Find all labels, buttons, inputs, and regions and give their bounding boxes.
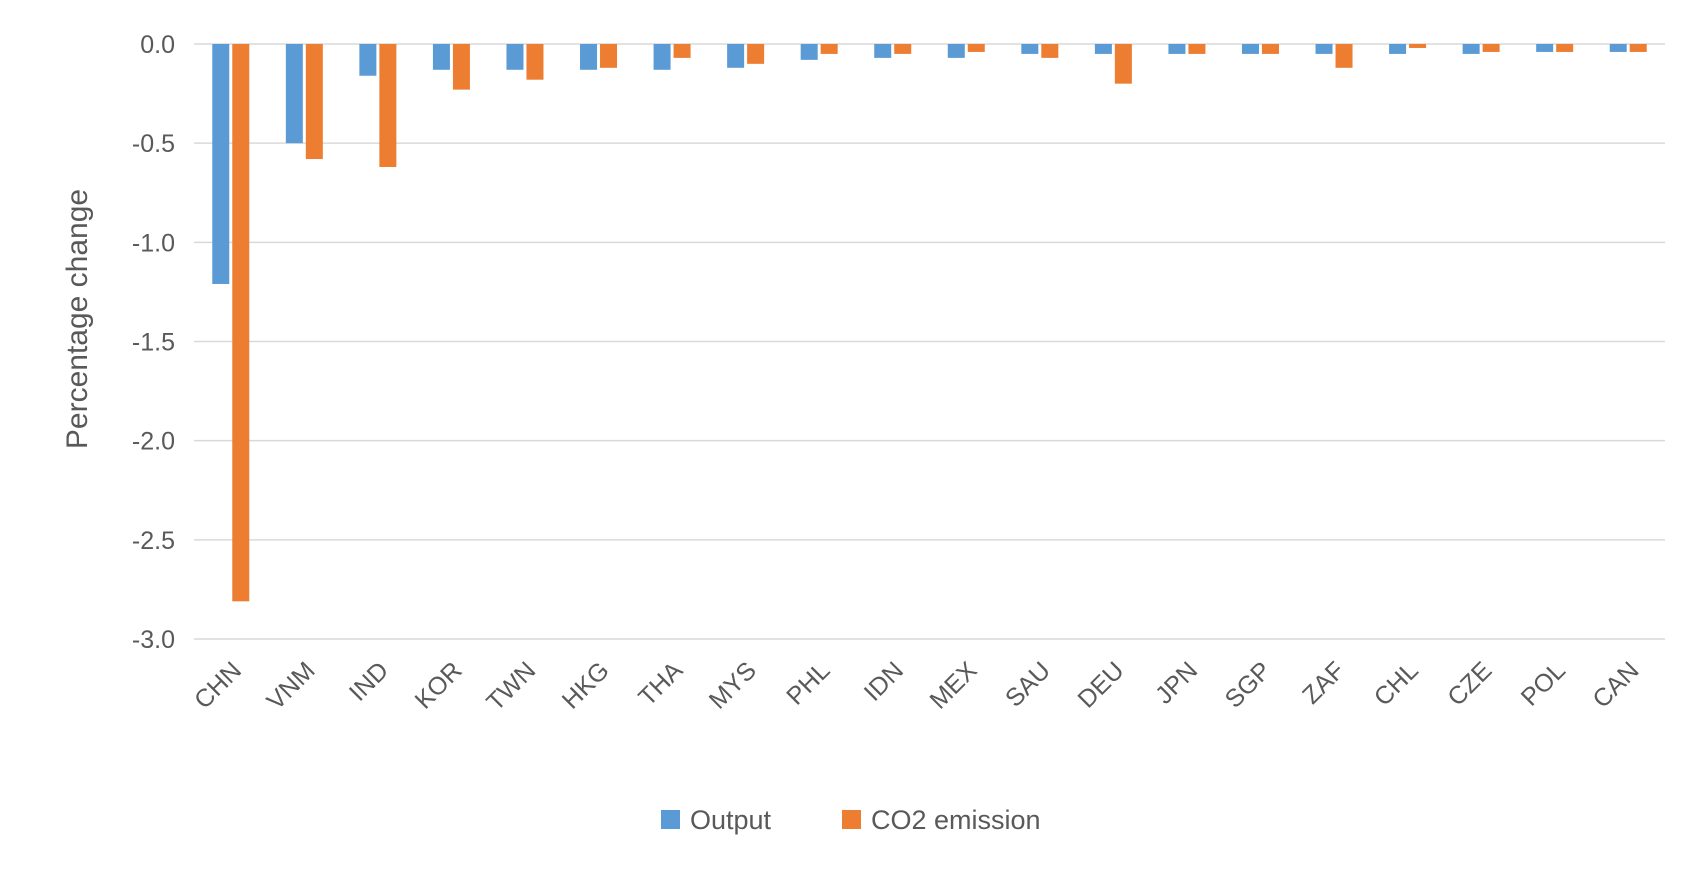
- x-tick-label-sgp: SGP: [1220, 656, 1277, 713]
- bar-co2-sgp: [1261, 44, 1279, 54]
- x-tick-labels: CHN VNM IND KOR TWN HKG THA MYS PHL IDN MEX SAU DEU J…: [189, 656, 1645, 716]
- bar-co2-can: [1629, 44, 1647, 52]
- bar-output-deu: [1094, 44, 1112, 54]
- bar-output-ind: [359, 44, 377, 76]
- bar-output-sau: [1021, 44, 1039, 54]
- bar-output-pol: [1536, 44, 1554, 52]
- bars: [212, 44, 1647, 602]
- y-tick-label: -0.5: [132, 130, 175, 158]
- x-tick-label-mys: MYS: [704, 656, 762, 714]
- bar-co2-vnm: [305, 44, 323, 160]
- bar-output-phl: [800, 44, 818, 60]
- y-axis-title: Percentage change: [61, 189, 94, 449]
- x-tick-label-pol: POL: [1516, 656, 1571, 711]
- y-tick-label: 0.0: [140, 31, 175, 59]
- x-tick-label-mex: MEX: [924, 656, 982, 714]
- bar-output-zaf: [1315, 44, 1333, 54]
- bar-co2-mys: [747, 44, 765, 64]
- x-tick-label-zaf: ZAF: [1297, 656, 1350, 709]
- gridlines: [194, 43, 1665, 640]
- bar-co2-tha: [673, 44, 691, 58]
- bar-output-twn: [506, 44, 524, 70]
- x-tick-label-ind: IND: [344, 656, 394, 706]
- bar-co2-cze: [1482, 44, 1500, 52]
- x-tick-label-twn: TWN: [481, 656, 541, 716]
- bar-co2-idn: [894, 44, 912, 54]
- legend-label-co2-emission: CO2 emission: [871, 805, 1041, 835]
- x-tick-label-jpn: JPN: [1150, 656, 1203, 709]
- bar-co2-kor: [452, 44, 470, 90]
- bar-output-sgp: [1241, 44, 1259, 54]
- x-tick-label-vnm: VNM: [261, 656, 320, 715]
- bar-output-tha: [653, 44, 671, 70]
- bar-output-chn: [212, 44, 230, 284]
- x-tick-label-deu: DEU: [1072, 656, 1129, 713]
- bar-co2-chn: [232, 44, 250, 602]
- y-tick-labels: 0.0 -0.5 -1.0 -1.5 -2.0 -2.5 -3.0: [132, 31, 175, 654]
- x-tick-label-cze: CZE: [1442, 656, 1497, 711]
- y-tick-label: -1.5: [132, 329, 175, 357]
- x-tick-label-hkg: HKG: [557, 656, 615, 714]
- bar-co2-mex: [967, 44, 985, 52]
- bar-output-mex: [947, 44, 965, 58]
- bar-co2-jpn: [1188, 44, 1206, 54]
- y-tick-label: -2.5: [132, 527, 175, 555]
- x-tick-label-can: CAN: [1587, 656, 1644, 713]
- bar-co2-twn: [526, 44, 544, 80]
- x-tick-label-sau: SAU: [1000, 656, 1056, 712]
- bar-output-chl: [1389, 44, 1407, 54]
- bar-output-vnm: [285, 44, 303, 144]
- y-tick-label: -3.0: [132, 626, 175, 654]
- x-tick-label-tha: THA: [633, 656, 688, 711]
- legend-swatch-co2-emission: [842, 810, 861, 829]
- x-tick-label-idn: IDN: [859, 656, 909, 706]
- bar-output-can: [1609, 44, 1627, 52]
- bar-co2-pol: [1556, 44, 1574, 52]
- x-tick-label-chn: CHN: [189, 656, 247, 714]
- y-tick-label: -2.0: [132, 428, 175, 456]
- bar-output-jpn: [1168, 44, 1186, 54]
- bar-output-hkg: [580, 44, 598, 70]
- bar-co2-chl: [1409, 44, 1427, 48]
- y-tick-label: -1.0: [132, 229, 175, 257]
- legend-label-output: Output: [690, 805, 772, 835]
- x-tick-label-phl: PHL: [781, 656, 835, 710]
- bar-co2-zaf: [1335, 44, 1353, 68]
- legend: Output CO2 emission: [661, 805, 1041, 835]
- bar-co2-sau: [1041, 44, 1059, 58]
- bar-co2-ind: [379, 44, 397, 167]
- bar-co2-hkg: [600, 44, 618, 68]
- bar-output-cze: [1462, 44, 1480, 54]
- x-tick-label-chl: CHL: [1369, 656, 1424, 711]
- legend-swatch-output: [661, 810, 680, 829]
- bar-output-kor: [432, 44, 450, 70]
- bar-co2-deu: [1114, 44, 1132, 84]
- bar-output-mys: [727, 44, 745, 68]
- bar-output-idn: [874, 44, 892, 58]
- x-tick-label-kor: KOR: [410, 656, 468, 714]
- bar-co2-phl: [820, 44, 838, 54]
